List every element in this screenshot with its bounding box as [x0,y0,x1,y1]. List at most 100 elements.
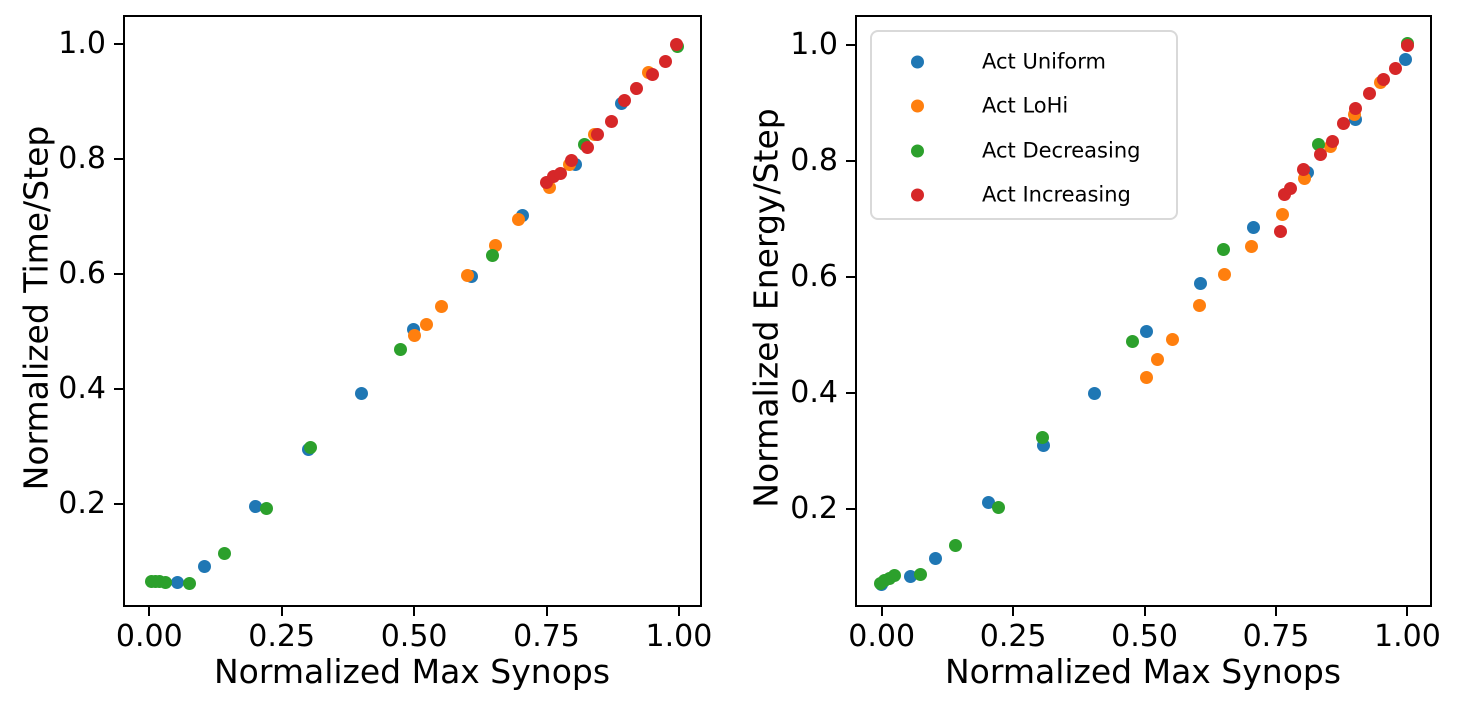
legend-label: Act Increasing [982,182,1131,207]
point-act-increasing [605,114,619,128]
x-tick-label: 0.25 [979,619,1047,654]
point-act-lohi [1140,371,1154,385]
point-act-uniform [1194,277,1208,291]
y-tick-label: 0.2 [790,491,838,526]
y-tick [846,276,855,278]
y-tick [114,273,123,275]
legend-marker-icon [911,55,924,69]
x-tick [677,607,680,616]
legend: Act Uniform Act LoHi Act Decreasing Act Inc… [870,30,1178,220]
point-act-increasing [669,37,683,51]
energy-y-axis-label: Normalized Energy/Step [746,108,786,508]
x-tick-label: 0.75 [513,619,580,654]
point-act-uniform [1399,53,1413,66]
point-act-lohi [488,238,502,252]
y-tick [114,388,123,390]
point-act-decreasing [914,568,928,582]
point-act-decreasing [888,569,902,583]
point-act-decreasing [991,500,1005,514]
legend-label: Act LoHi [982,93,1069,118]
y-tick-label: 0.8 [58,141,106,176]
x-tick-label: 0.50 [1111,619,1178,654]
x-tick [1012,607,1015,616]
point-act-decreasing [393,343,407,357]
legend-item-act-lohi: Act LoHi [872,91,1176,121]
y-tick [114,158,123,160]
point-act-increasing [581,141,595,154]
point-act-uniform [170,575,184,589]
point-act-decreasing [158,575,172,589]
legend-marker-icon [911,188,924,202]
point-act-increasing [617,94,631,108]
legend-marker-icon [911,99,924,113]
point-act-increasing [1296,162,1310,176]
x-tick-label: 0.00 [848,619,916,654]
point-act-lohi [1150,353,1164,367]
point-act-lohi [1245,240,1259,254]
legend-label: Act Decreasing [982,138,1141,163]
point-act-lohi [434,300,448,314]
x-tick-label: 1.00 [645,619,713,654]
y-tick [846,44,855,46]
point-act-lohi [511,213,525,227]
point-act-decreasing [304,441,318,455]
point-act-uniform [903,570,917,584]
x-tick-label: 0.25 [248,619,316,654]
point-act-decreasing [183,577,197,591]
point-act-increasing [1273,225,1287,239]
point-act-decreasing [1312,137,1326,151]
point-act-increasing [1376,72,1390,86]
point-act-increasing [565,154,579,168]
legend-item-act-increasing: Act Increasing [872,180,1176,210]
point-act-increasing [1400,38,1414,52]
y-tick-label: 0.4 [790,375,838,410]
point-act-increasing [1325,135,1339,149]
point-act-decreasing [260,502,274,516]
y-tick-label: 0.2 [58,486,106,521]
point-act-uniform [355,387,369,401]
x-tick [1406,607,1409,616]
point-act-increasing [1363,86,1377,100]
x-tick [880,607,883,616]
y-tick-label: 0.8 [790,143,838,178]
y-tick-label: 0.6 [790,259,838,294]
x-tick-label: 0.00 [115,619,183,654]
point-act-lohi [460,268,474,282]
x-tick [1274,607,1277,616]
y-tick [114,503,123,505]
x-tick [280,607,283,616]
energy-x-axis-label: Normalized Max Synops [944,652,1342,691]
legend-label: Act Uniform [982,49,1106,74]
point-act-increasing [1313,147,1327,161]
x-tick [148,607,151,616]
legend-marker-icon [911,144,924,158]
time-plot-area [123,15,702,607]
point-act-uniform [1087,386,1101,400]
point-act-increasing [554,166,568,180]
point-act-increasing [1349,101,1363,115]
y-tick-label: 1.0 [790,27,838,62]
point-act-decreasing [949,539,963,553]
y-tick-label: 1.0 [58,26,106,61]
point-act-increasing [1389,61,1403,75]
point-act-decreasing [1036,431,1050,445]
time-x-axis-label: Normalized Max Synops [213,652,611,691]
x-tick-label: 0.50 [380,619,448,654]
point-act-increasing [1284,182,1298,196]
point-act-decreasing [1216,242,1230,256]
point-act-lohi [419,317,433,331]
point-act-lohi [1192,298,1206,312]
legend-item-act-decreasing: Act Decreasing [872,136,1176,166]
y-tick [846,160,855,162]
y-tick [846,508,855,510]
point-act-decreasing [485,248,499,262]
point-act-increasing [658,55,672,69]
point-act-increasing [590,127,604,141]
point-act-increasing [630,82,644,96]
legend-item-act-uniform: Act Uniform [872,47,1176,77]
x-tick [1143,607,1146,616]
point-act-uniform [1246,220,1260,234]
point-act-uniform [981,496,995,510]
point-act-uniform [1139,325,1153,339]
